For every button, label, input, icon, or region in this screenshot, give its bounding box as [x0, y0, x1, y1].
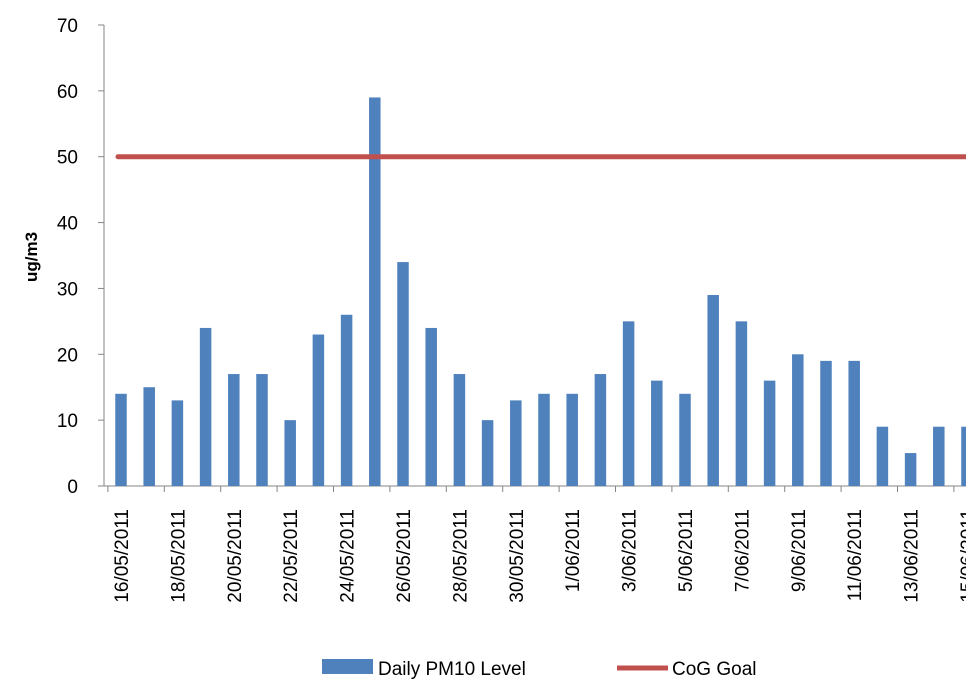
bar-pm10: [566, 393, 578, 486]
x-tick-label: 11/06/2011: [845, 509, 866, 601]
bar-pm10: [679, 393, 691, 486]
y-axis-title: ug/m3: [22, 232, 41, 282]
bar-pm10: [115, 393, 127, 486]
bar-pm10: [284, 420, 296, 486]
x-tick-label: 13/06/2011: [902, 509, 923, 603]
bar-pm10: [481, 420, 494, 486]
x-tick-label: 24/05/2011: [338, 509, 359, 603]
bar-pm10: [651, 380, 663, 486]
x-axis: 16/05/2011 18/05/2011 20/05/2011 22/05/2011…: [104, 485, 966, 603]
bar-pm10: [143, 387, 155, 486]
legend-swatch-pm10: [322, 659, 373, 674]
y-tick-label: 20: [57, 345, 78, 366]
bar-series: [115, 97, 966, 486]
bar-pm10: [312, 334, 325, 486]
bar-pm10: [961, 426, 966, 486]
bar-pm10: [171, 400, 184, 486]
y-tick-label: 60: [57, 82, 78, 103]
bar-pm10: [876, 426, 889, 486]
bar-pm10: [848, 360, 860, 486]
bar-pm10: [538, 393, 550, 486]
x-tick-label: 22/05/2011: [281, 509, 302, 603]
bar-pm10: [397, 262, 409, 486]
x-tick-label: 28/05/2011: [450, 509, 471, 603]
bar-pm10: [594, 374, 607, 486]
bar-pm10: [904, 453, 917, 486]
bar-pm10: [369, 97, 381, 486]
x-tick-label: 15/06/2011: [958, 509, 966, 603]
y-tick-label: 30: [57, 279, 78, 300]
y-tick-label: 50: [57, 148, 78, 169]
bar-pm10: [792, 354, 804, 486]
bar-pm10: [425, 327, 437, 486]
x-tick-label: 1/06/2011: [563, 509, 584, 592]
x-tick-label: 20/05/2011: [225, 509, 246, 603]
x-tick-label: 7/06/2011: [732, 509, 753, 592]
y-tick-label: 70: [57, 16, 78, 37]
bar-pm10: [735, 321, 748, 486]
bar-pm10: [199, 327, 212, 486]
bar-pm10: [933, 426, 945, 486]
x-tick-label: 3/06/2011: [620, 509, 641, 592]
bar-pm10: [340, 314, 353, 486]
bar-pm10: [820, 360, 832, 486]
y-axis: 0 10 20 30 40 50 60 70: [57, 16, 105, 498]
x-tick-label: 30/05/2011: [507, 509, 528, 603]
bar-pm10: [228, 374, 240, 486]
legend: Daily PM10 Level CoG Goal: [322, 659, 756, 680]
x-tick-label: 9/06/2011: [789, 509, 810, 592]
legend-label-pm10: Daily PM10 Level: [378, 659, 526, 680]
x-tick-label: 26/05/2011: [394, 509, 415, 603]
x-tick-label: 5/06/2011: [676, 509, 697, 592]
bar-pm10: [707, 295, 719, 486]
bar-pm10: [763, 380, 776, 486]
bar-pm10: [510, 400, 522, 486]
legend-label-cog-goal: CoG Goal: [672, 659, 756, 680]
y-tick-label: 0: [67, 477, 78, 498]
y-tick-label: 10: [57, 411, 78, 432]
x-tick-label: 16/05/2011: [112, 509, 133, 603]
bar-pm10: [256, 374, 268, 486]
bar-pm10: [453, 374, 466, 486]
x-tick-label: 18/05/2011: [168, 509, 189, 603]
y-tick-label: 40: [57, 214, 78, 235]
bar-pm10: [622, 321, 635, 486]
